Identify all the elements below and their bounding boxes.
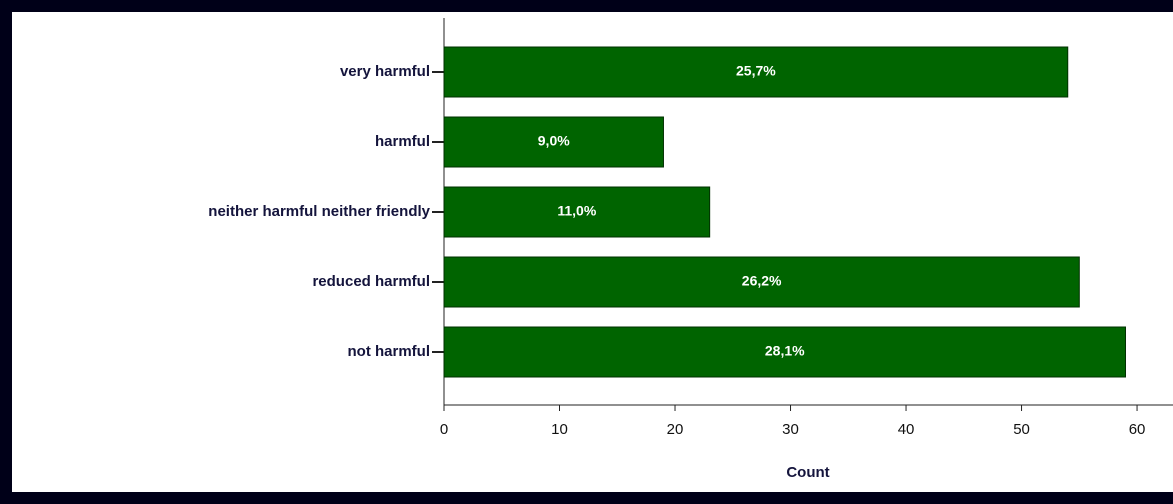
value-label: 25,7%	[736, 63, 776, 79]
x-tick-label: 20	[667, 421, 684, 438]
y-tick-label: harmful	[375, 133, 430, 150]
x-axis-label: Count	[786, 464, 829, 481]
bar	[443, 256, 1080, 308]
value-label: 11,0%	[557, 203, 596, 219]
x-tick-label: 30	[782, 421, 799, 438]
x-tick-label: 0	[440, 421, 448, 438]
x-tick-label: 10	[551, 421, 568, 438]
y-tick-label: neither harmful neither friendly	[208, 203, 430, 220]
x-tick-label: 60	[1129, 421, 1146, 438]
y-tick-label: reduced harmful	[312, 273, 430, 290]
x-tick-label: 40	[898, 421, 915, 438]
bar	[443, 46, 1069, 98]
bar	[443, 186, 711, 238]
bar	[443, 326, 1126, 378]
y-tick-label: not harmful	[348, 343, 431, 360]
value-label: 28,1%	[765, 343, 805, 359]
bar	[443, 116, 664, 168]
x-tick-label: 50	[1013, 421, 1030, 438]
value-label: 26,2%	[742, 273, 782, 289]
y-tick-label: very harmful	[340, 63, 430, 80]
value-label: 9,0%	[538, 133, 570, 149]
